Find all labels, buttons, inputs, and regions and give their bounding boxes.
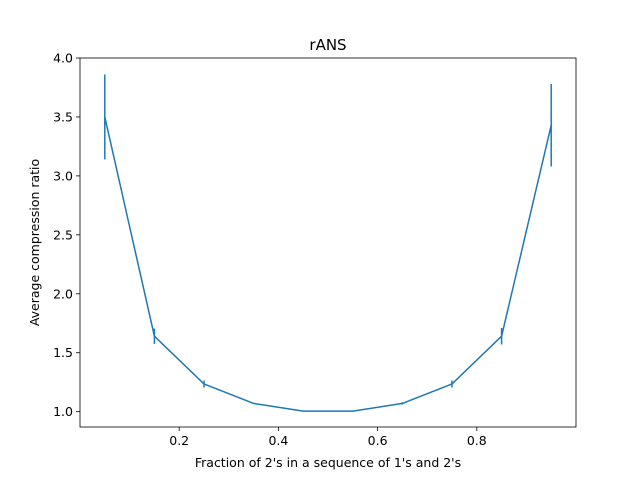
y-tick-label: 2.0 [53, 286, 73, 301]
y-tick-label: 3.5 [53, 109, 73, 124]
plot-frame [79, 57, 577, 428]
x-tick-label: 0.6 [368, 433, 388, 448]
x-tick-label: 0.4 [268, 433, 288, 448]
series-line [104, 116, 552, 412]
y-axis-ticks: 1.0 1.5 2.0 2.5 3.0 3.5 4.0 [53, 51, 80, 419]
series-layer [104, 74, 552, 412]
y-tick-label: 3.0 [53, 168, 73, 183]
y-tick-label: 2.5 [53, 227, 73, 242]
y-tick-label: 4.0 [53, 51, 73, 66]
x-tick-label: 0.2 [169, 433, 189, 448]
x-axis-ticks: 0.2 0.4 0.6 0.8 [169, 427, 487, 448]
chart-title: rANS [309, 36, 346, 54]
plot-area: 0.2 0.4 0.6 0.8 1.0 1.5 2.0 2.5 3.0 3.5 4.0 [53, 51, 577, 448]
x-axis-label: Fraction of 2's in a sequence of 1's and… [195, 455, 461, 470]
y-tick-label: 1.0 [53, 404, 73, 419]
x-tick-label: 0.8 [467, 433, 487, 448]
y-tick-label: 1.5 [53, 345, 73, 360]
y-axis-label: Average compression ratio [27, 159, 42, 326]
